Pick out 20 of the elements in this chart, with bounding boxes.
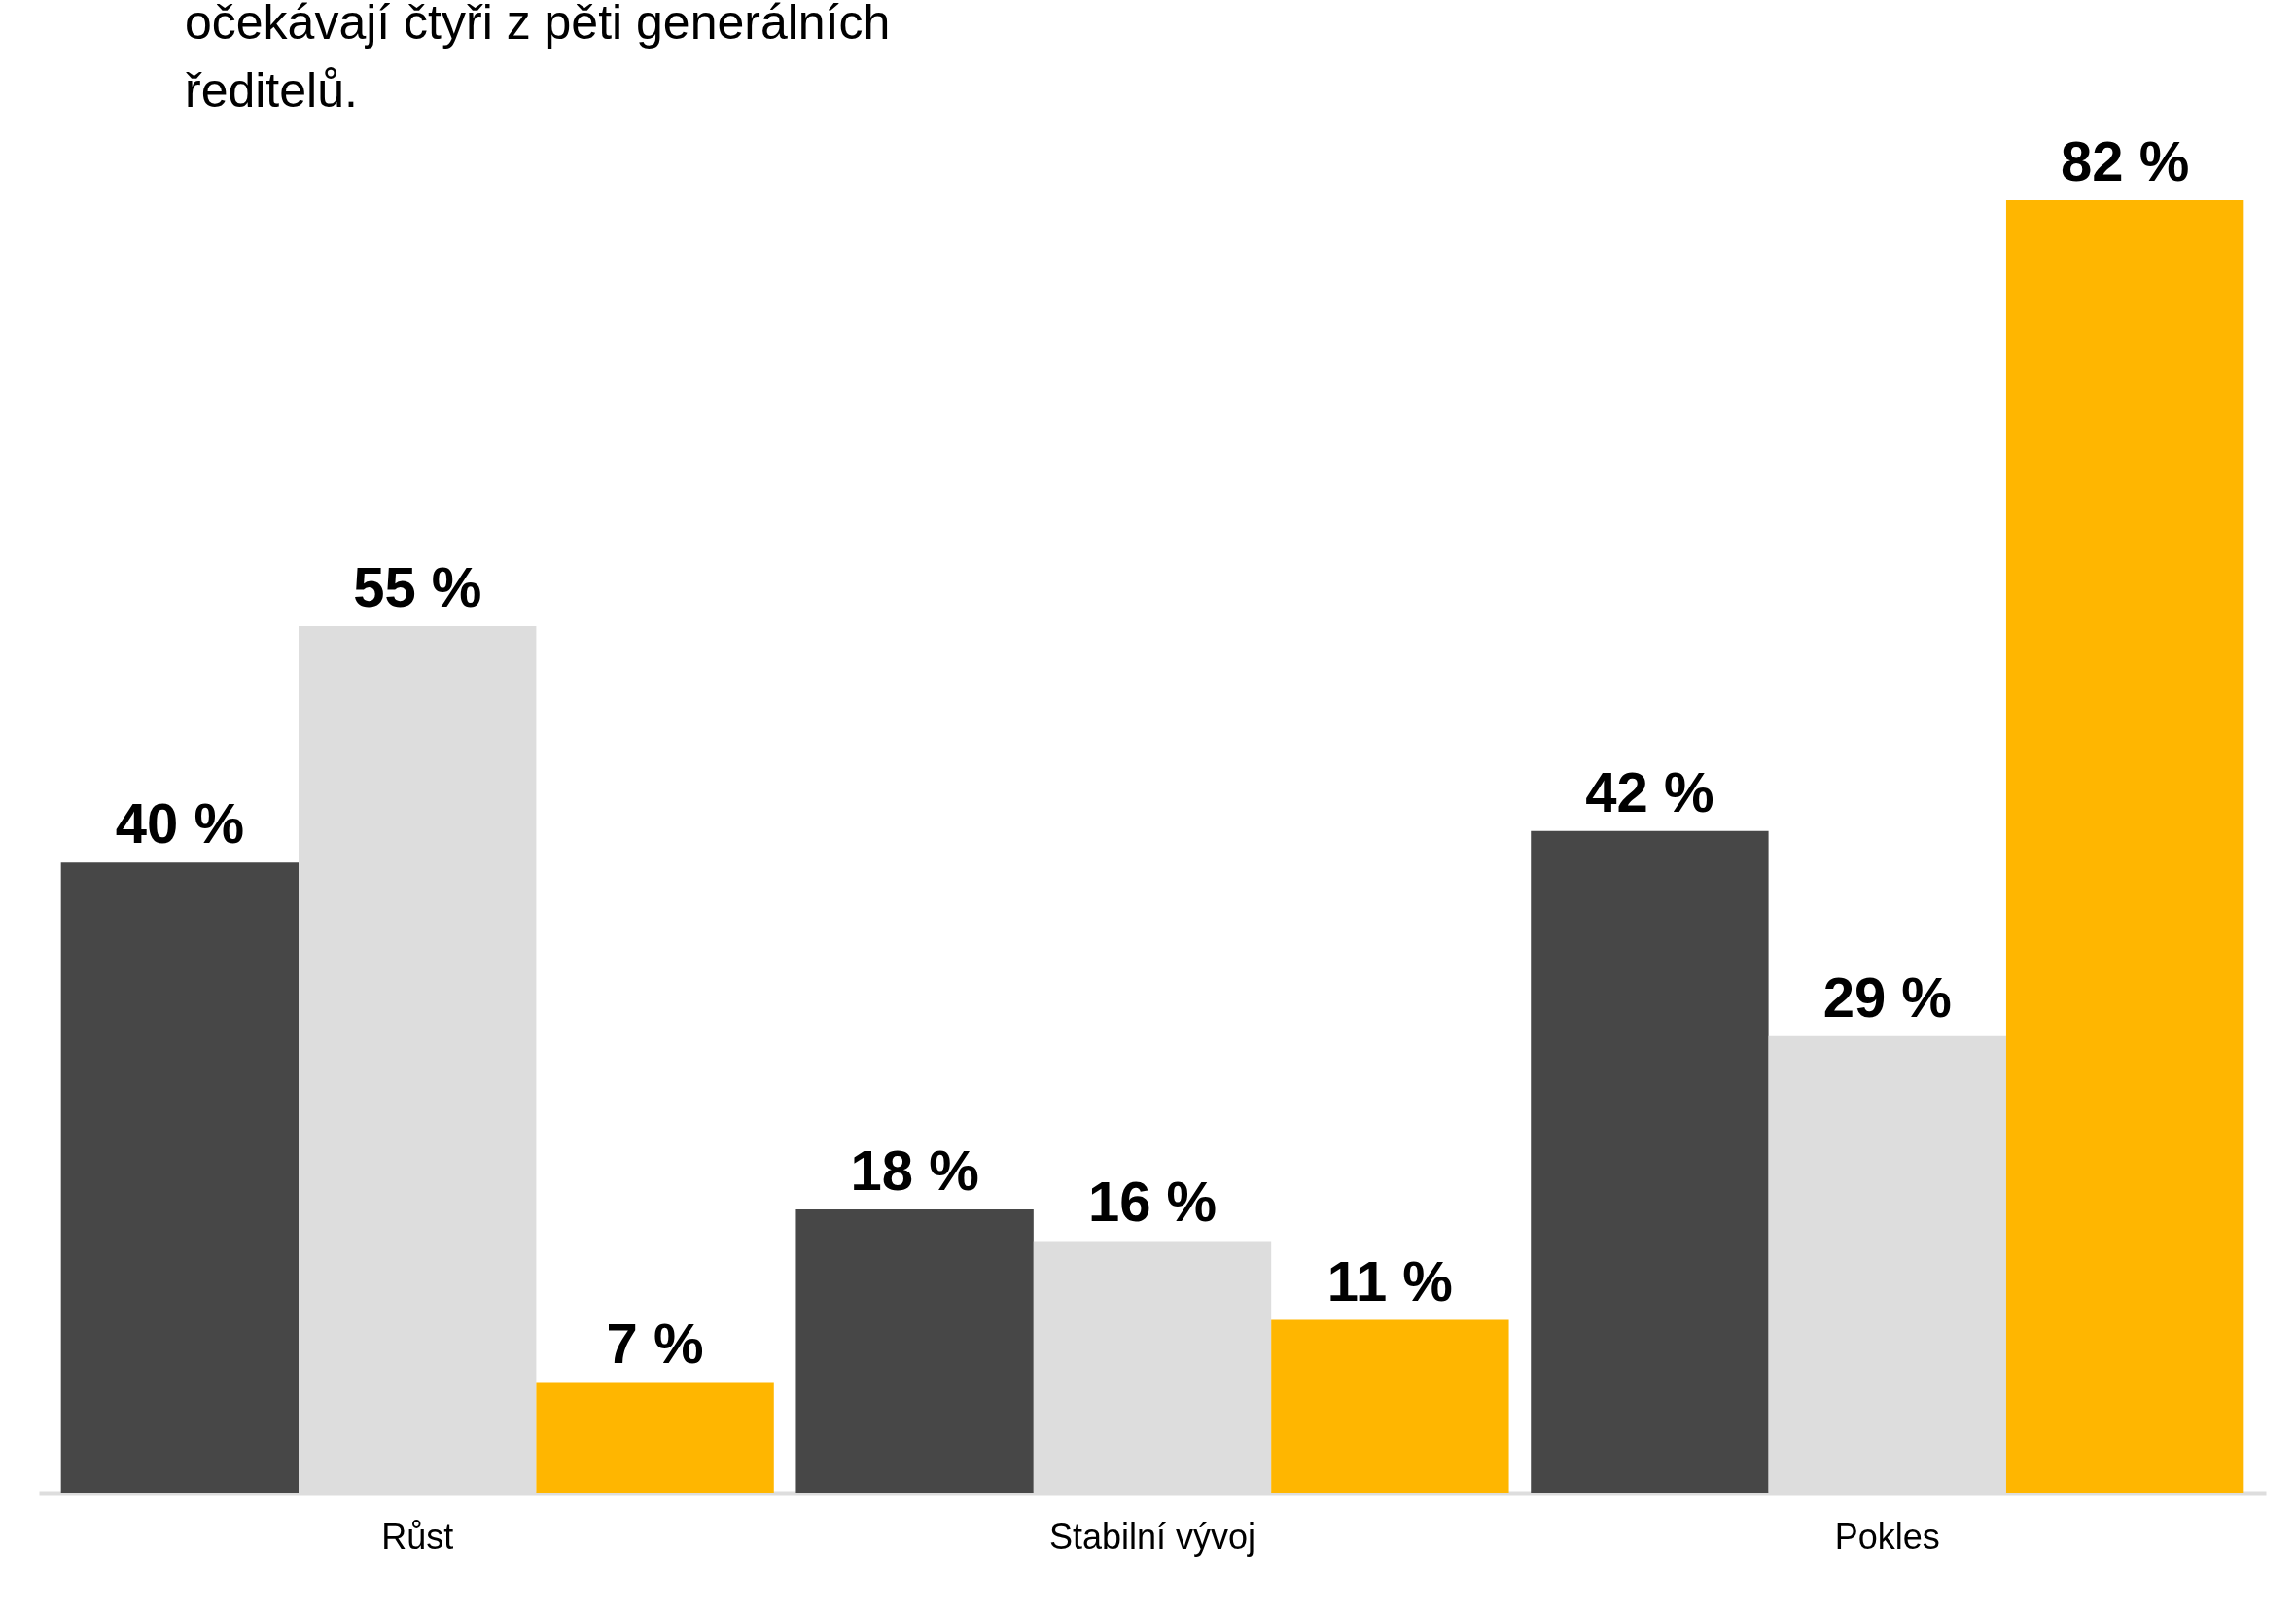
data-label: 29 %	[1822, 964, 1952, 1029]
text: očekávají čtyři z pěti generálních	[185, 0, 891, 50]
data-label: 18 %	[850, 1138, 979, 1203]
x-tick-label: Růst	[381, 1516, 454, 1557]
text: ředitelů.	[185, 63, 358, 118]
data-label: 16 %	[1087, 1170, 1218, 1234]
data-label: 11 %	[1326, 1248, 1453, 1312]
data-label: 7 %	[606, 1312, 704, 1376]
bar	[60, 862, 300, 1493]
bar	[1271, 1319, 1509, 1493]
bar	[2005, 200, 2244, 1493]
bar	[1531, 830, 1769, 1493]
data-label: 55 %	[353, 554, 482, 618]
data-label: 42 %	[1585, 759, 1714, 823]
x-tick-label: Stabilní vývoj	[1048, 1516, 1256, 1557]
bar	[536, 1382, 774, 1493]
bar	[795, 1209, 1034, 1493]
x-tick-label: Pokles	[1834, 1516, 1940, 1557]
data-label: 82 %	[2061, 129, 2190, 192]
data-label: 40 %	[115, 791, 244, 856]
